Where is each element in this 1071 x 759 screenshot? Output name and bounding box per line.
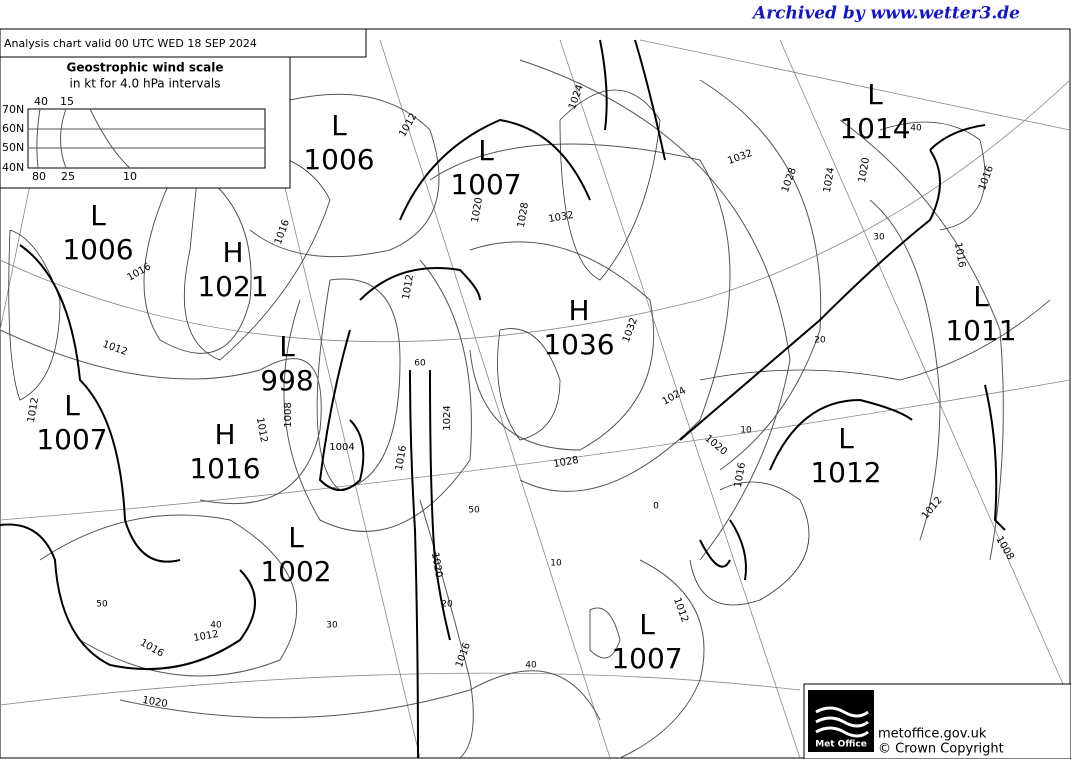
center-value: 1016 bbox=[189, 452, 260, 485]
archive-credit: Archived by www.wetter3.de bbox=[751, 4, 1020, 24]
isobar-label: 1012 bbox=[193, 629, 220, 644]
grid-label: 0 bbox=[653, 502, 659, 512]
logo-text: Met Office bbox=[815, 740, 867, 750]
center-type: H bbox=[222, 236, 243, 269]
site-url: metoffice.gov.uk bbox=[878, 727, 987, 742]
center-value: 1011 bbox=[945, 314, 1016, 347]
center-value: 1007 bbox=[36, 423, 107, 456]
isobar-label: 1012 bbox=[254, 417, 269, 444]
grid-label: 50 bbox=[468, 506, 480, 516]
center-type: L bbox=[288, 521, 304, 554]
center-type: L bbox=[973, 280, 989, 313]
grid-label: 60 bbox=[414, 359, 426, 369]
grid-label: 30 bbox=[873, 233, 885, 243]
copyright: © Crown Copyright bbox=[878, 742, 1004, 757]
isobar-label: 1016 bbox=[733, 462, 748, 489]
center-value: 1014 bbox=[839, 112, 910, 145]
speed-label: 80 bbox=[32, 170, 46, 183]
latitude-label: 50N bbox=[2, 141, 24, 154]
isobar-label: 1004 bbox=[329, 442, 354, 453]
wind-scale: Geostrophic wind scale in kt for 4.0 hPa… bbox=[0, 56, 291, 189]
center-type: L bbox=[90, 199, 106, 232]
center-value: 998 bbox=[260, 364, 313, 397]
isobar-label: 1016 bbox=[394, 445, 409, 472]
center-type: L bbox=[331, 109, 347, 142]
wind-scale-box bbox=[0, 56, 291, 189]
header-box bbox=[0, 28, 367, 58]
isobar-label: 1032 bbox=[548, 210, 575, 225]
center-type: L bbox=[639, 608, 655, 641]
center-value: 1007 bbox=[450, 168, 521, 201]
wind-scale-grid bbox=[27, 108, 266, 169]
isobar-label: 1020 bbox=[857, 157, 872, 184]
isobar-label: 1012 bbox=[401, 274, 416, 301]
center-value: 1007 bbox=[611, 642, 682, 675]
speed-label: 40 bbox=[34, 95, 48, 108]
grid-label: 10 bbox=[740, 426, 752, 436]
center-value: 1006 bbox=[303, 143, 374, 176]
isobar-label: 1028 bbox=[553, 455, 580, 470]
isobar-label: 1024 bbox=[442, 405, 453, 430]
isobar-label: 1012 bbox=[26, 397, 41, 424]
latitude-label: 60N bbox=[2, 122, 24, 135]
isobar-label: 1024 bbox=[822, 167, 837, 194]
center-value: 1012 bbox=[810, 456, 881, 489]
wind-scale-title: Geostrophic wind scale bbox=[67, 61, 224, 75]
grid-label: 50 bbox=[96, 600, 108, 610]
center-type: L bbox=[838, 422, 854, 455]
speed-label: 10 bbox=[123, 170, 137, 183]
grid-label: 20 bbox=[814, 336, 826, 346]
wind-scale-subtitle: in kt for 4.0 hPa intervals bbox=[70, 77, 221, 91]
center-type: L bbox=[478, 134, 494, 167]
chart-title: Analysis chart valid 00 UTC WED 18 SEP 2… bbox=[4, 37, 257, 50]
speed-label: 25 bbox=[61, 170, 75, 183]
grid-label: 20 bbox=[441, 600, 453, 610]
center-value: 1002 bbox=[260, 555, 331, 588]
center-type: H bbox=[568, 294, 589, 327]
grid-label: 40 bbox=[525, 661, 537, 671]
center-type: H bbox=[214, 418, 235, 451]
isobar-label: 1028 bbox=[516, 202, 531, 229]
center-value: 1021 bbox=[197, 270, 268, 303]
isobar-label: 1020 bbox=[141, 695, 168, 710]
center-type: L bbox=[867, 78, 883, 111]
grid-label: 40 bbox=[210, 621, 222, 631]
center-type: L bbox=[64, 389, 80, 422]
grid-label: 40 bbox=[910, 124, 922, 134]
speed-label: 15 bbox=[60, 95, 74, 108]
isobar-label: 1020 bbox=[429, 552, 444, 579]
grid-label: 30 bbox=[326, 621, 338, 631]
latitude-label: 40N bbox=[2, 161, 24, 174]
isobar-label: 1016 bbox=[952, 242, 967, 269]
center-value: 1006 bbox=[62, 233, 133, 266]
center-value: 1036 bbox=[543, 328, 614, 361]
isobar-label: 1008 bbox=[283, 402, 294, 427]
latitude-label: 70N bbox=[2, 103, 24, 116]
grid-label: 10 bbox=[550, 559, 562, 569]
footer: Met Office metoffice.gov.uk © Crown Copy… bbox=[803, 683, 1071, 759]
center-type: L bbox=[279, 330, 295, 363]
fronts bbox=[0, 39, 1006, 759]
isobar-label: 1020 bbox=[470, 197, 485, 224]
